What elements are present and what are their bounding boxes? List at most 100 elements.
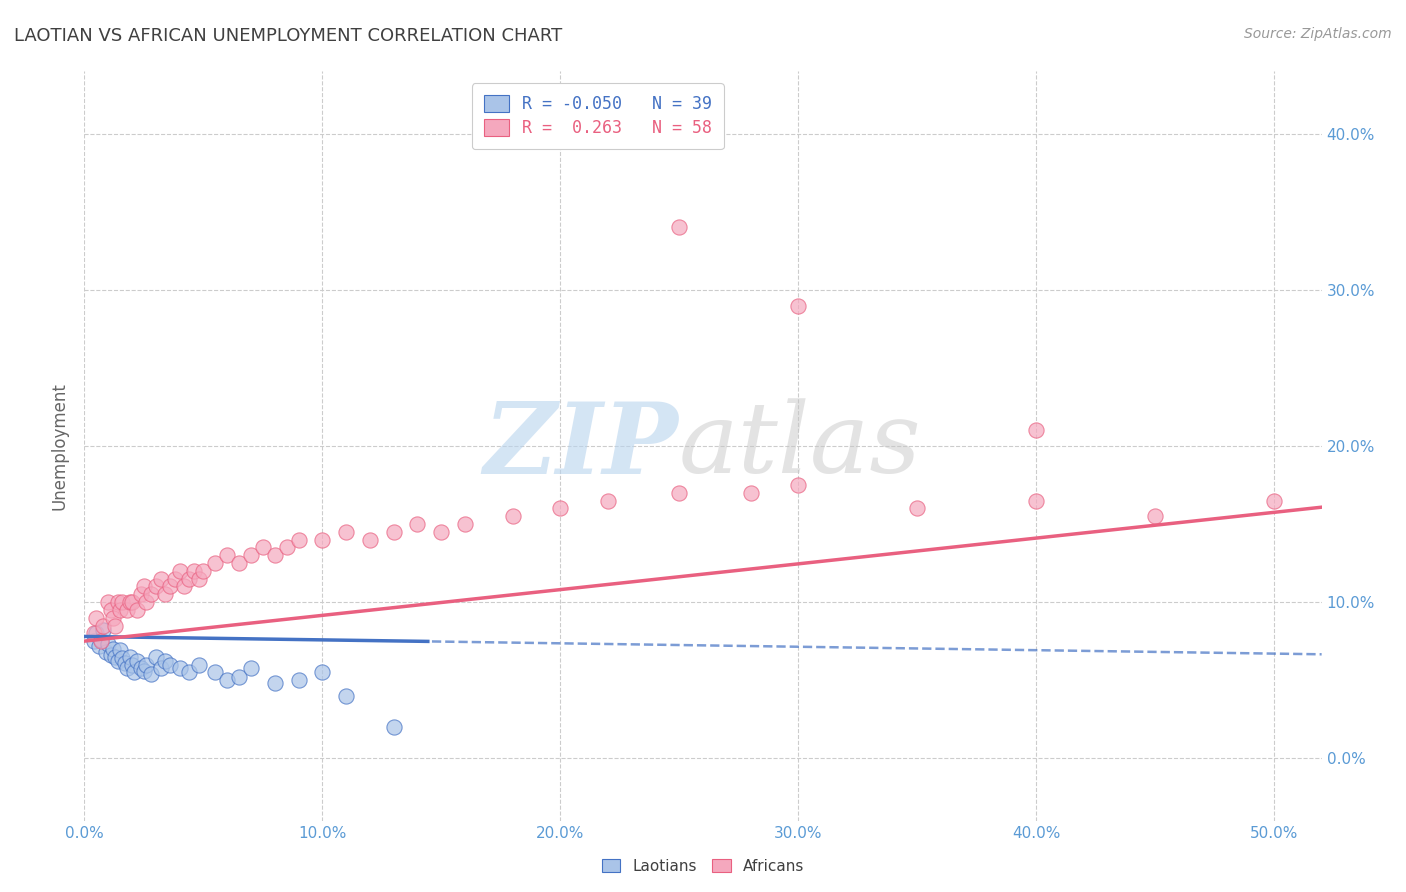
Point bbox=[145, 580, 167, 594]
Point bbox=[596, 493, 619, 508]
Point bbox=[101, 611, 124, 625]
Point bbox=[135, 657, 157, 672]
Point bbox=[204, 556, 226, 570]
Point bbox=[111, 651, 134, 665]
Point bbox=[787, 478, 810, 492]
Point bbox=[114, 656, 136, 670]
Point bbox=[187, 572, 209, 586]
Point bbox=[111, 595, 134, 609]
Point bbox=[177, 572, 200, 586]
Point bbox=[149, 660, 172, 674]
Point bbox=[155, 655, 177, 669]
Point bbox=[118, 649, 141, 664]
Point bbox=[163, 572, 186, 586]
Point bbox=[97, 637, 120, 651]
Point bbox=[359, 533, 381, 547]
Point bbox=[159, 657, 181, 672]
Point bbox=[287, 533, 309, 547]
Point bbox=[287, 673, 309, 687]
Point bbox=[108, 603, 131, 617]
Point bbox=[454, 517, 477, 532]
Point bbox=[108, 643, 131, 657]
Point bbox=[548, 501, 571, 516]
Text: ZIP: ZIP bbox=[484, 398, 678, 494]
Point bbox=[84, 611, 107, 625]
Point bbox=[177, 665, 200, 680]
Point bbox=[149, 572, 172, 586]
Point bbox=[139, 667, 162, 681]
Point bbox=[107, 595, 129, 609]
Point bbox=[100, 603, 122, 617]
Point bbox=[217, 673, 239, 687]
Point bbox=[1144, 509, 1167, 524]
Point bbox=[173, 580, 195, 594]
Point bbox=[193, 564, 215, 578]
Point bbox=[787, 299, 810, 313]
Y-axis label: Unemployment: Unemployment bbox=[51, 382, 69, 510]
Point bbox=[335, 524, 357, 539]
Point bbox=[118, 595, 141, 609]
Point bbox=[93, 623, 115, 637]
Point bbox=[169, 660, 191, 674]
Point bbox=[93, 618, 115, 632]
Point bbox=[83, 626, 105, 640]
Point bbox=[239, 548, 262, 563]
Point bbox=[87, 639, 110, 653]
Point bbox=[121, 595, 143, 609]
Point bbox=[131, 660, 153, 674]
Point bbox=[132, 580, 155, 594]
Legend: Laotians, Africans: Laotians, Africans bbox=[596, 853, 810, 880]
Point bbox=[263, 676, 285, 690]
Point bbox=[104, 618, 127, 632]
Point bbox=[217, 548, 239, 563]
Point bbox=[204, 665, 226, 680]
Point bbox=[1263, 493, 1285, 508]
Point bbox=[311, 533, 333, 547]
Point bbox=[132, 664, 155, 678]
Point bbox=[90, 632, 112, 647]
Point bbox=[90, 634, 112, 648]
Point bbox=[382, 524, 405, 539]
Point bbox=[107, 655, 129, 669]
Point bbox=[97, 595, 120, 609]
Point bbox=[84, 626, 107, 640]
Point bbox=[905, 501, 928, 516]
Point bbox=[311, 665, 333, 680]
Point bbox=[169, 564, 191, 578]
Point bbox=[263, 548, 285, 563]
Legend: R = -0.050   N = 39, R =  0.263   N = 58: R = -0.050 N = 39, R = 0.263 N = 58 bbox=[472, 84, 724, 149]
Point bbox=[252, 541, 274, 555]
Point bbox=[276, 541, 298, 555]
Point bbox=[1025, 424, 1047, 438]
Text: atlas: atlas bbox=[678, 399, 921, 493]
Text: LAOTIAN VS AFRICAN UNEMPLOYMENT CORRELATION CHART: LAOTIAN VS AFRICAN UNEMPLOYMENT CORRELAT… bbox=[14, 27, 562, 45]
Point bbox=[228, 556, 250, 570]
Point bbox=[159, 580, 181, 594]
Point bbox=[121, 657, 143, 672]
Point bbox=[668, 220, 690, 235]
Point bbox=[125, 603, 148, 617]
Point bbox=[124, 665, 146, 680]
Point bbox=[155, 587, 177, 601]
Point bbox=[125, 655, 148, 669]
Point bbox=[1025, 493, 1047, 508]
Point bbox=[406, 517, 429, 532]
Point bbox=[502, 509, 524, 524]
Point bbox=[740, 485, 762, 500]
Point bbox=[183, 564, 205, 578]
Point bbox=[145, 649, 167, 664]
Point bbox=[228, 670, 250, 684]
Point bbox=[131, 587, 153, 601]
Point bbox=[115, 660, 138, 674]
Point bbox=[94, 645, 117, 659]
Point bbox=[135, 595, 157, 609]
Point bbox=[668, 485, 690, 500]
Point bbox=[83, 634, 105, 648]
Point bbox=[139, 587, 162, 601]
Point bbox=[239, 660, 262, 674]
Point bbox=[382, 720, 405, 734]
Point bbox=[187, 657, 209, 672]
Point bbox=[115, 603, 138, 617]
Point bbox=[104, 649, 127, 664]
Point bbox=[335, 689, 357, 703]
